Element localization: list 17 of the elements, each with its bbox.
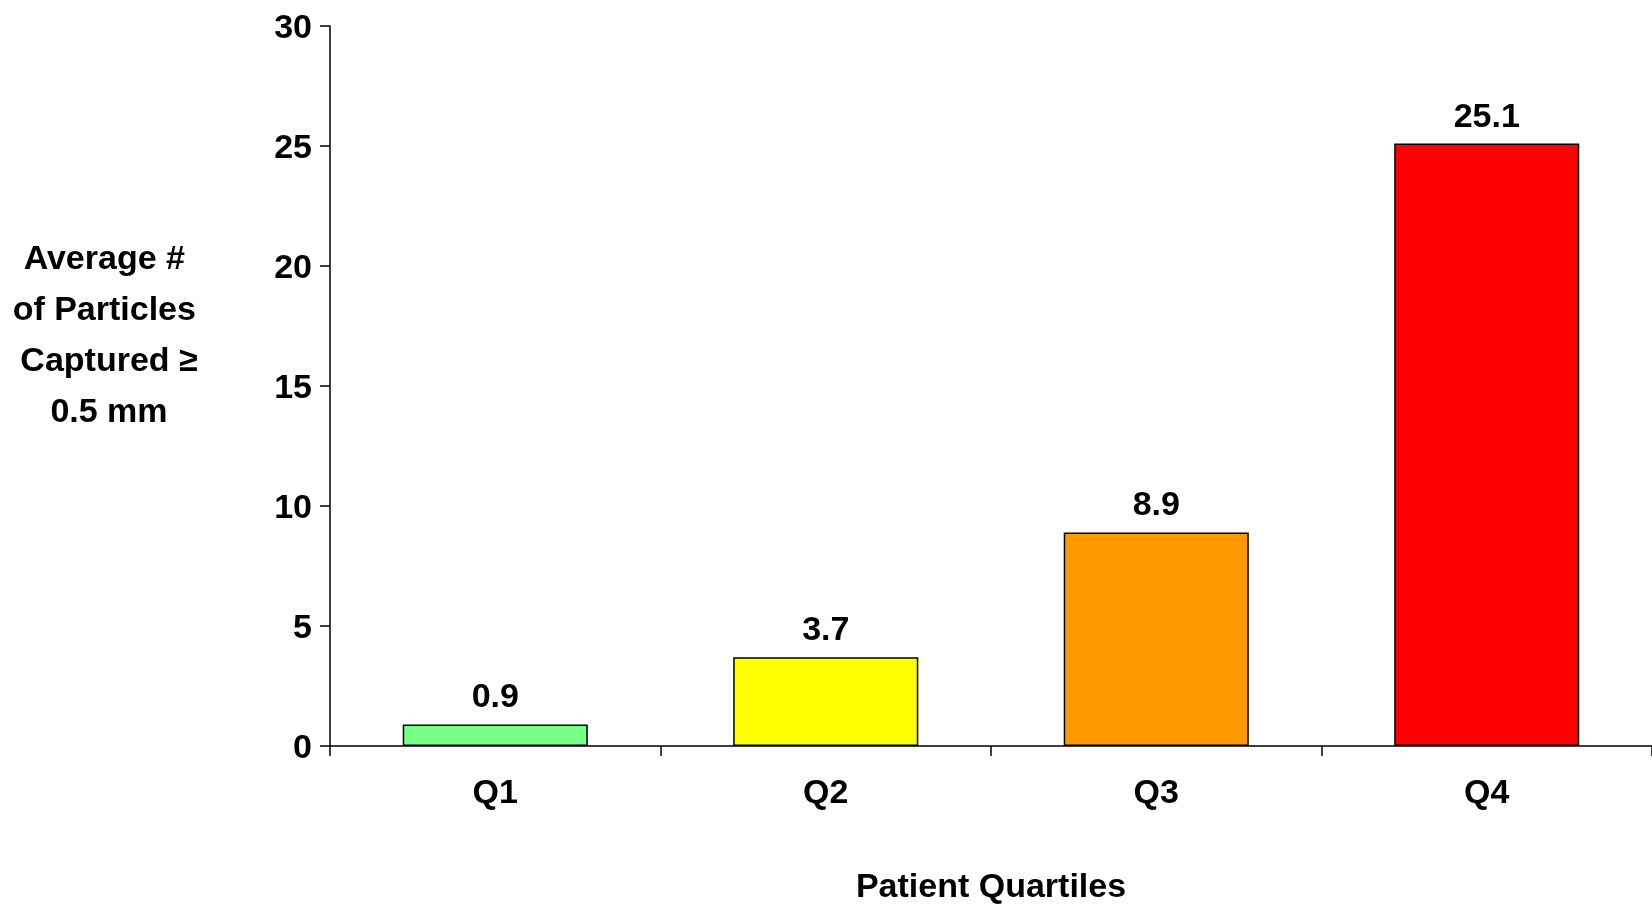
y-tick-label: 10 (274, 487, 312, 525)
y-axis-title: Average # of Particles Captured ≥0.5 mm (12, 237, 206, 429)
data-label: 8.9 (1132, 484, 1180, 523)
y-tick-label: 5 (293, 607, 312, 645)
y-tick-label: 15 (274, 367, 312, 405)
x-tick-label: Q3 (1133, 772, 1179, 810)
x-tick-label: Q2 (803, 772, 849, 810)
x-tick-label: Q4 (1464, 772, 1510, 810)
x-tick-label: Q1 (472, 772, 518, 810)
data-label: 3.7 (802, 609, 850, 648)
y-tick-label: 20 (274, 247, 312, 285)
y-tick-label: 30 (274, 7, 312, 45)
data-label: 25.1 (1453, 95, 1520, 134)
y-tick-label: 25 (274, 127, 312, 165)
y-tick-label: 0 (293, 727, 312, 765)
data-label: 0.9 (471, 676, 519, 715)
x-axis-title: Patient Quartiles (855, 866, 1127, 904)
